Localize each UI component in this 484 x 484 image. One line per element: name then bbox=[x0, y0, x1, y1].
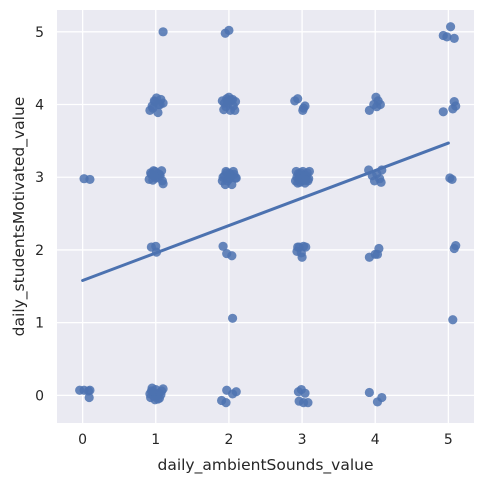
data-point bbox=[301, 175, 311, 185]
data-point bbox=[451, 240, 461, 251]
data-point bbox=[85, 385, 95, 395]
data-point bbox=[442, 32, 452, 42]
data-point bbox=[85, 174, 95, 185]
x-tick-label: 0 bbox=[78, 432, 87, 448]
grid-lines bbox=[57, 10, 474, 423]
x-axis-label: daily_ambientSounds_value bbox=[157, 456, 373, 475]
data-point bbox=[218, 241, 228, 251]
data-point bbox=[300, 388, 310, 398]
y-axis-label: daily_studentsMotivated_value bbox=[10, 97, 29, 337]
data-point bbox=[149, 171, 159, 181]
data-point bbox=[155, 99, 165, 110]
data-point bbox=[230, 105, 240, 115]
data-point bbox=[376, 177, 386, 187]
data-point bbox=[451, 101, 461, 111]
y-tick-label: 0 bbox=[35, 388, 44, 404]
data-point bbox=[227, 313, 238, 323]
data-point bbox=[445, 22, 456, 32]
data-point bbox=[293, 242, 303, 252]
data-point bbox=[157, 166, 167, 176]
data-point bbox=[227, 251, 237, 261]
data-point bbox=[377, 392, 387, 403]
data-point bbox=[301, 242, 311, 252]
data-point bbox=[438, 107, 448, 117]
plot-area bbox=[57, 10, 474, 423]
data-point bbox=[294, 396, 304, 406]
data-point bbox=[304, 166, 314, 177]
x-axis-ticks: 0 1 2 3 4 5 bbox=[78, 432, 453, 448]
data-point bbox=[449, 33, 459, 43]
data-point bbox=[293, 94, 303, 104]
regression-line bbox=[81, 141, 450, 282]
data-point bbox=[231, 387, 241, 397]
data-point bbox=[297, 252, 307, 262]
y-axis-ticks: 0 1 2 3 4 5 bbox=[35, 25, 44, 405]
data-points bbox=[75, 22, 461, 408]
data-point bbox=[158, 27, 168, 37]
data-point bbox=[364, 387, 374, 398]
y-tick-label: 5 bbox=[35, 25, 44, 41]
x-tick-label: 3 bbox=[298, 432, 307, 448]
data-point bbox=[303, 398, 313, 408]
data-point bbox=[447, 174, 457, 185]
data-point bbox=[448, 315, 458, 325]
data-point bbox=[84, 392, 94, 403]
x-tick-label: 1 bbox=[151, 432, 160, 448]
data-point bbox=[158, 179, 168, 189]
data-point bbox=[153, 107, 163, 118]
y-tick-label: 2 bbox=[35, 243, 44, 259]
data-point bbox=[372, 249, 383, 259]
x-tick-label: 4 bbox=[371, 432, 380, 448]
data-point bbox=[221, 398, 231, 408]
y-tick-label: 4 bbox=[35, 98, 44, 114]
data-point bbox=[298, 105, 308, 115]
y-tick-label: 1 bbox=[35, 316, 44, 332]
data-point bbox=[221, 166, 231, 177]
data-point bbox=[146, 386, 156, 396]
data-point bbox=[150, 395, 160, 405]
data-point bbox=[372, 102, 382, 112]
data-point bbox=[222, 96, 233, 106]
y-tick-label: 3 bbox=[35, 170, 44, 186]
x-tick-label: 5 bbox=[444, 432, 453, 448]
x-tick-label: 2 bbox=[224, 432, 233, 448]
data-point bbox=[225, 173, 235, 183]
data-point bbox=[224, 25, 234, 35]
